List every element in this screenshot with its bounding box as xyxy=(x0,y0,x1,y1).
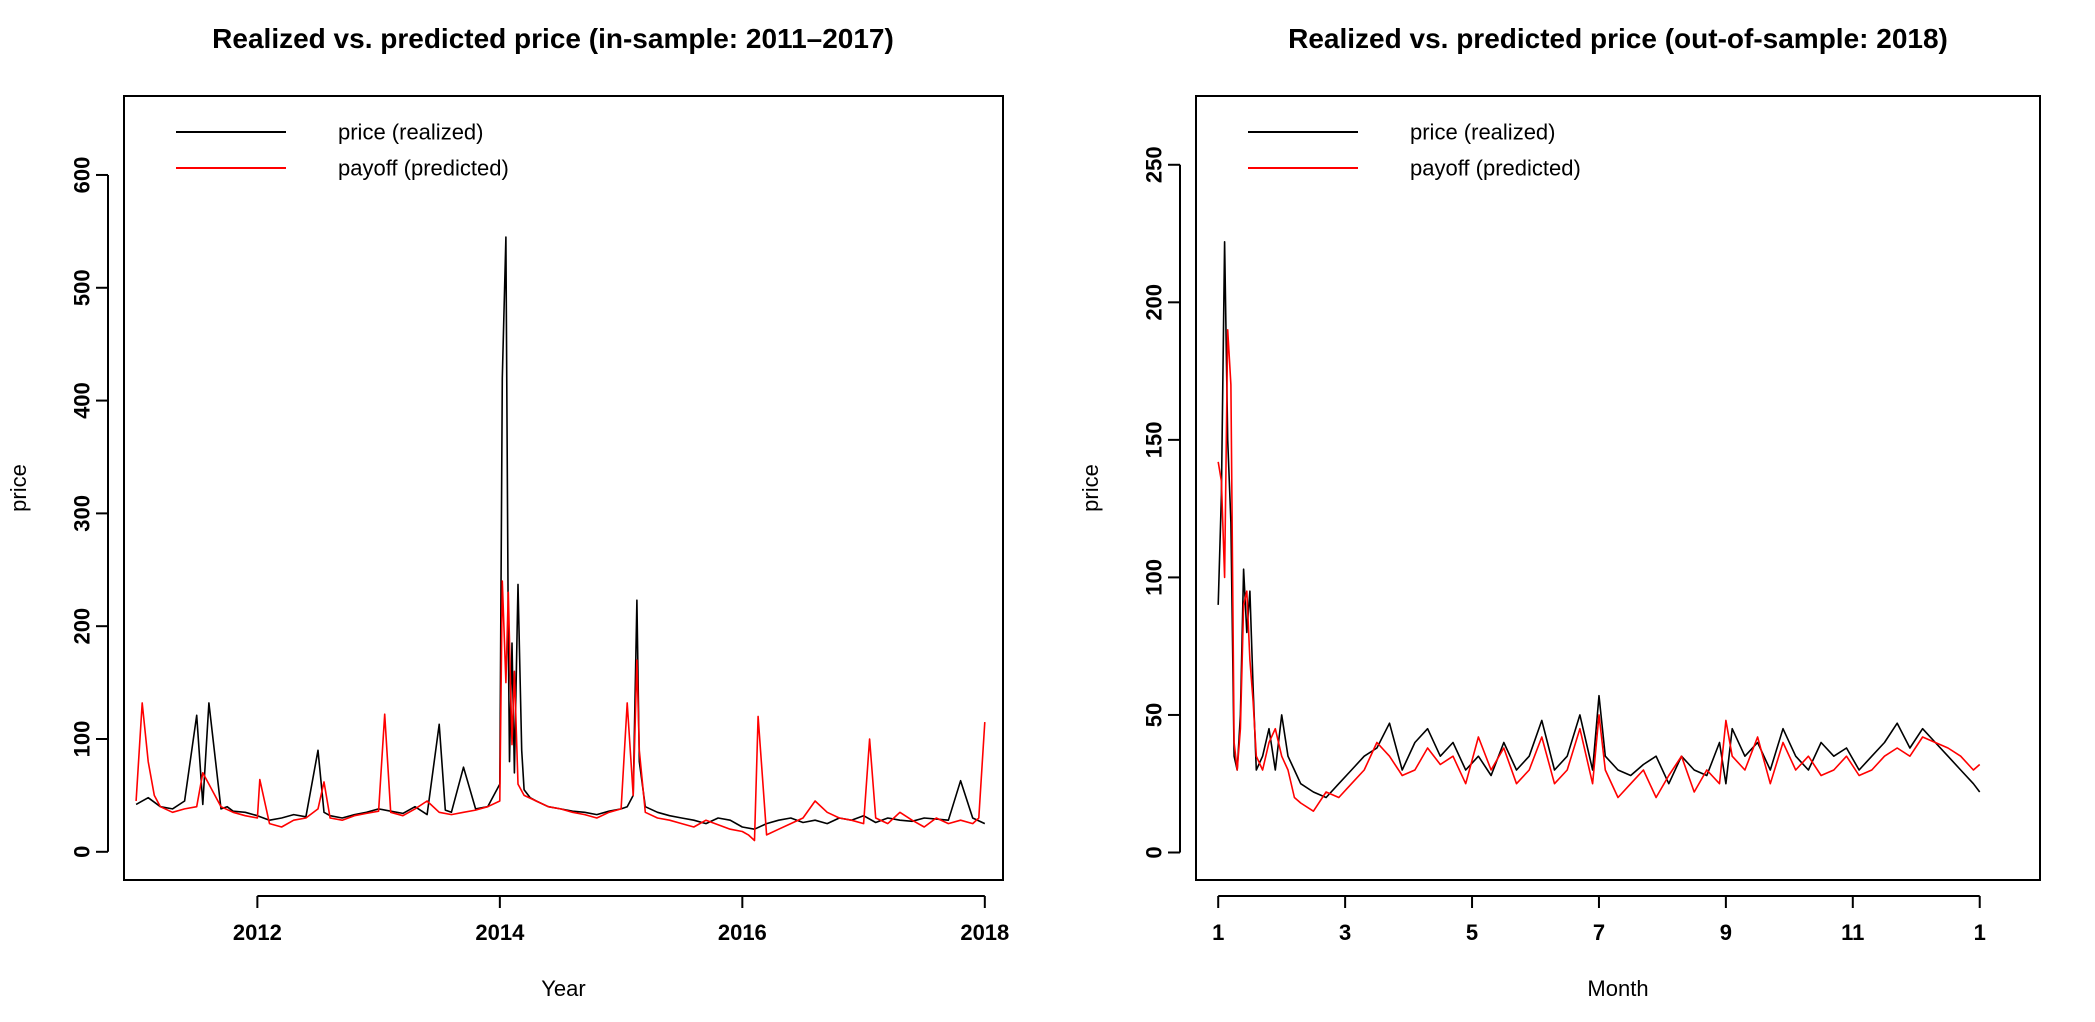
chart2-title: Realized vs. predicted price (out-of-sam… xyxy=(1288,23,1948,54)
chart2-y-tick-label: 100 xyxy=(1142,559,1167,596)
chart2-y-tick-label: 0 xyxy=(1142,846,1167,858)
chart1-series-realized-line xyxy=(135,236,986,831)
chart1-y-tick-label: 600 xyxy=(70,157,95,194)
chart2-y-axis-label: price xyxy=(1078,464,1103,512)
chart2-series-predicted-line xyxy=(1217,328,1981,813)
chart1-y-tick-label: 400 xyxy=(70,382,95,419)
chart2-x-tick-label: 5 xyxy=(1466,920,1478,945)
chart1-x-tick-label: 2012 xyxy=(233,920,282,945)
chart1-title: Realized vs. predicted price (in-sample:… xyxy=(212,23,894,54)
chart2-x-tick-label: 1 xyxy=(1212,920,1224,945)
chart2-x-tick-label: 7 xyxy=(1593,920,1605,945)
chart2-x-tick-label: 1 xyxy=(1974,920,1986,945)
chart2-x-tick-label: 3 xyxy=(1339,920,1351,945)
chart1-x-tick-label: 2018 xyxy=(960,920,1009,945)
chart1-x-tick-label: 2014 xyxy=(475,920,525,945)
chart2-x-tick-label: 9 xyxy=(1720,920,1732,945)
chart2-x-tick-label: 11 xyxy=(1841,920,1864,945)
chart2-x-axis-label: Month xyxy=(1587,976,1648,1001)
chart1-x-axis-label: Year xyxy=(541,976,585,1001)
chart1-y-tick-label: 0 xyxy=(70,846,95,858)
chart1-series-predicted-line xyxy=(135,580,986,842)
chart2-y-tick-label: 200 xyxy=(1142,284,1167,321)
chart2-y-tick-label: 150 xyxy=(1142,422,1167,459)
chart1-y-tick-label: 100 xyxy=(70,721,95,758)
chart2-plot-frame xyxy=(1195,95,2041,881)
chart1-legend-label-realized: price (realized) xyxy=(338,120,484,145)
chart2-legend-label-predicted: payoff (predicted) xyxy=(1410,156,1581,181)
chart1-y-axis-label: price xyxy=(6,464,31,512)
chart1-y-tick-label: 300 xyxy=(70,495,95,532)
chart1-x-tick-label: 2016 xyxy=(718,920,767,945)
chart1-legend-label-predicted: payoff (predicted) xyxy=(338,156,509,181)
chart2-legend-label-realized: price (realized) xyxy=(1410,120,1556,145)
chart2-y-tick-label: 50 xyxy=(1142,703,1167,727)
chart2-y-tick-label: 250 xyxy=(1142,146,1167,183)
chart1-y-tick-label: 500 xyxy=(70,269,95,306)
chart1-y-tick-label: 200 xyxy=(70,608,95,645)
chart1-plot-frame xyxy=(123,95,1004,881)
